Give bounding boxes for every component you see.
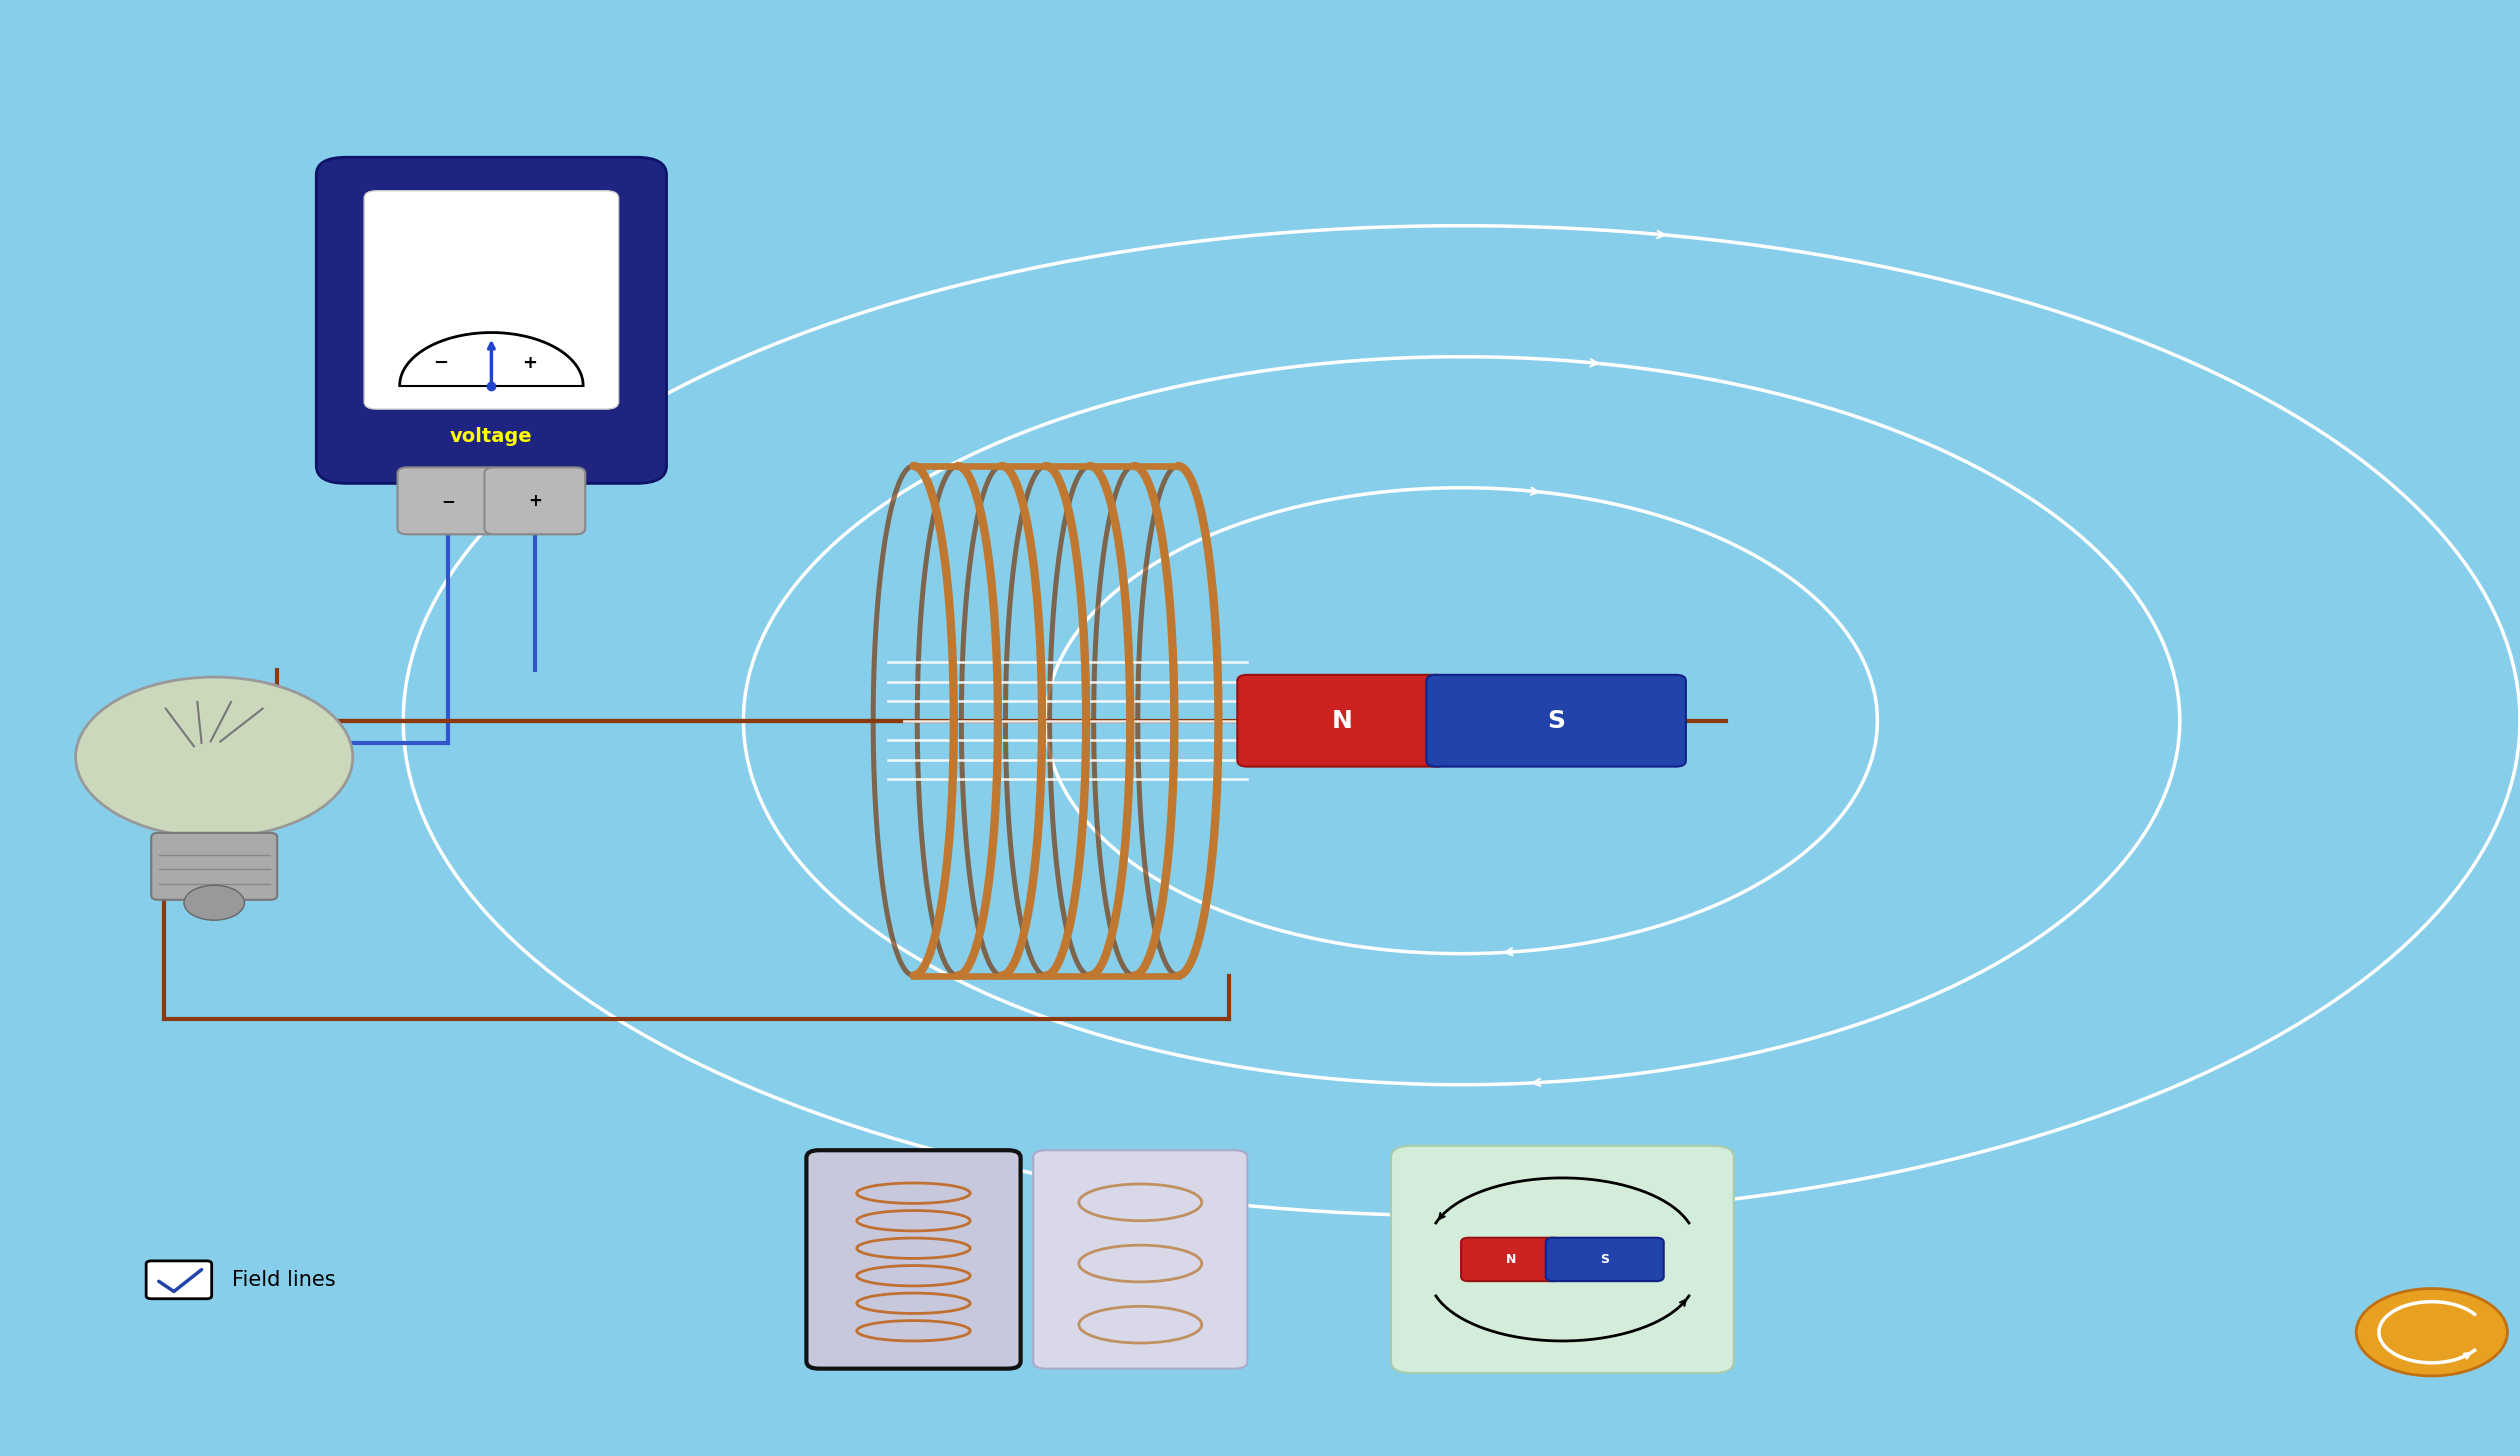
FancyBboxPatch shape [1462,1238,1560,1281]
Text: +: + [527,492,542,510]
FancyBboxPatch shape [365,191,620,409]
FancyBboxPatch shape [1237,674,1446,766]
Text: Field lines: Field lines [232,1270,335,1290]
Text: −: − [433,354,449,373]
FancyBboxPatch shape [1391,1146,1734,1373]
FancyBboxPatch shape [151,833,277,900]
Text: S: S [1600,1254,1610,1265]
FancyBboxPatch shape [146,1261,212,1299]
FancyBboxPatch shape [1033,1150,1247,1369]
Circle shape [184,885,244,920]
FancyBboxPatch shape [318,157,665,483]
Text: N: N [1331,709,1353,732]
Circle shape [76,677,353,837]
FancyBboxPatch shape [1545,1238,1663,1281]
Text: voltage: voltage [451,427,532,447]
Text: S: S [1547,709,1565,732]
FancyBboxPatch shape [1426,674,1686,766]
FancyBboxPatch shape [484,467,585,534]
Text: N: N [1507,1254,1517,1265]
FancyBboxPatch shape [398,467,499,534]
FancyBboxPatch shape [806,1150,1021,1369]
Text: +: + [522,354,537,373]
Text: −: − [441,492,456,510]
Circle shape [2356,1289,2507,1376]
